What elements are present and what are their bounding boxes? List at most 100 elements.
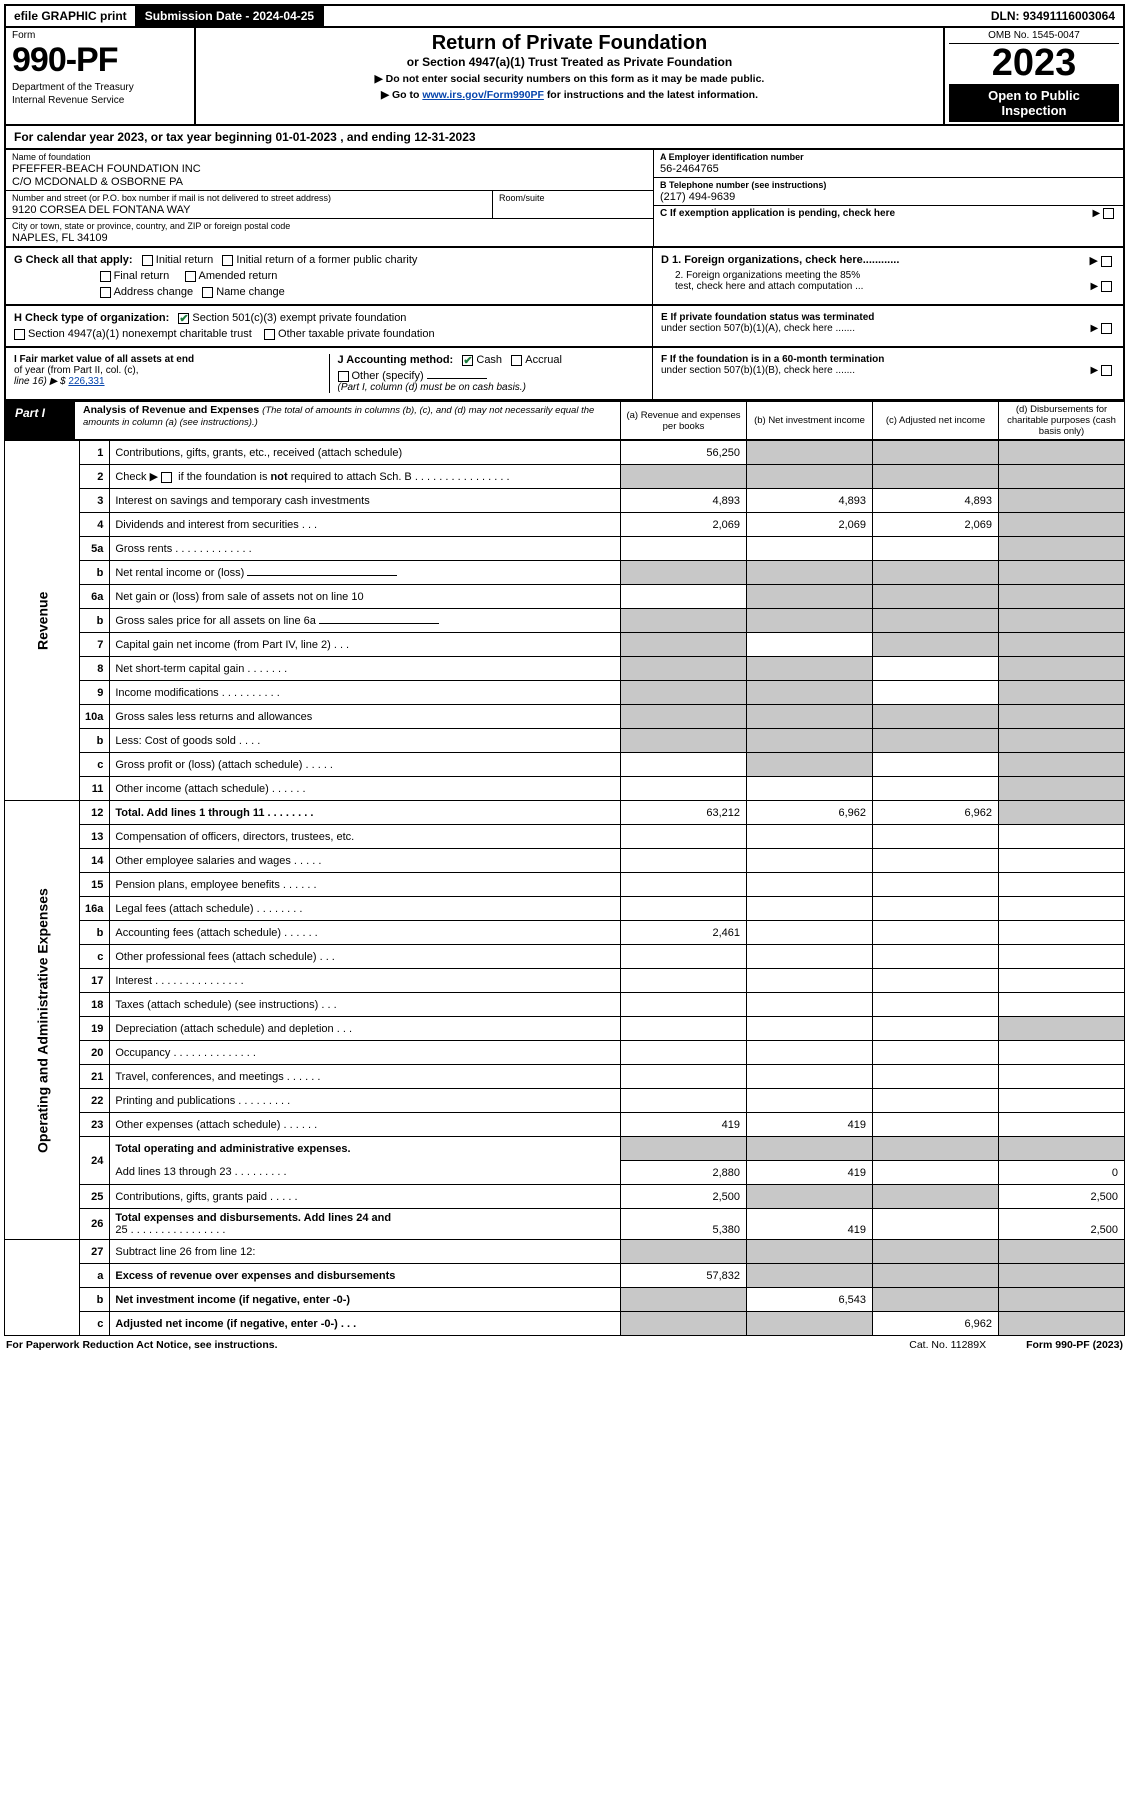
- j-cash-cb[interactable]: [462, 355, 473, 366]
- identity-right: A Employer identification number 56-2464…: [653, 150, 1123, 246]
- instr2-link[interactable]: www.irs.gov/Form990PF: [422, 89, 544, 101]
- l26a: Total expenses and disbursements. Add li…: [115, 1212, 391, 1224]
- h-other-cb[interactable]: [264, 329, 275, 340]
- l19-desc: Depreciation (attach schedule) and deple…: [110, 1017, 621, 1041]
- l6a-desc: Net gain or (loss) from sale of assets n…: [110, 585, 621, 609]
- exemption-checkbox[interactable]: [1103, 208, 1114, 219]
- g-namechg-cb[interactable]: [202, 287, 213, 298]
- l27-c: [873, 1240, 999, 1264]
- address-row: Number and street (or P.O. box number if…: [6, 191, 653, 218]
- header-left: Form 990-PF Department of the Treasury I…: [6, 28, 196, 124]
- l14-c: [873, 849, 999, 873]
- l13-d: [999, 825, 1125, 849]
- l5b-line: [247, 575, 397, 576]
- l2-cb[interactable]: [161, 472, 172, 483]
- room-cell: Room/suite: [493, 191, 653, 218]
- l24-desc-b: Add lines 13 through 23 . . . . . . . . …: [110, 1161, 621, 1185]
- l8-d: [999, 657, 1125, 681]
- cal-end: 12-31-2023: [414, 130, 475, 144]
- g-addrchg-cb[interactable]: [100, 287, 111, 298]
- l13-a: [621, 825, 747, 849]
- l10a-num: 10a: [80, 705, 110, 729]
- calendar-year-row: For calendar year 2023, or tax year begi…: [4, 126, 1125, 150]
- l22-num: 22: [80, 1089, 110, 1113]
- l3-num: 3: [80, 489, 110, 513]
- l12-b: 6,962: [747, 801, 873, 825]
- l5b-text: Net rental income or (loss): [115, 567, 244, 579]
- foundation-name-label: Name of foundation: [12, 152, 647, 162]
- l2-desc: Check ▶ if the foundation is not require…: [110, 465, 621, 489]
- l22-a: [621, 1089, 747, 1113]
- l21-a: [621, 1065, 747, 1089]
- l27-num: 27: [80, 1240, 110, 1264]
- l16a-desc: Legal fees (attach schedule) . . . . . .…: [110, 897, 621, 921]
- i-line1: I Fair market value of all assets at end: [14, 354, 321, 365]
- l13-desc: Compensation of officers, directors, tru…: [110, 825, 621, 849]
- l12-c: 6,962: [873, 801, 999, 825]
- l18-b: [747, 993, 873, 1017]
- l5a-b: [747, 537, 873, 561]
- l18-c: [873, 993, 999, 1017]
- l10c-b: [747, 753, 873, 777]
- h-4947-cb[interactable]: [14, 329, 25, 340]
- l4-num: 4: [80, 513, 110, 537]
- l27c-a: [621, 1312, 747, 1336]
- l26-b: 419: [747, 1209, 873, 1240]
- g-initial-cb[interactable]: [142, 255, 153, 266]
- l10b-desc: Less: Cost of goods sold . . . .: [110, 729, 621, 753]
- h-501c3-cb[interactable]: [178, 313, 189, 324]
- part1-desc: Analysis of Revenue and Expenses (The to…: [75, 402, 620, 439]
- l7-a: [621, 633, 747, 657]
- l11-c: [873, 777, 999, 801]
- l2-not: not: [271, 471, 288, 483]
- part1-table: Revenue 1 Contributions, gifts, grants, …: [4, 440, 1125, 1336]
- l6b-line: [319, 623, 439, 624]
- e1: E If private foundation status was termi…: [661, 312, 874, 323]
- l4-d: [999, 513, 1125, 537]
- l2-d: [999, 465, 1125, 489]
- identity-block: Name of foundation PFEFFER-BEACH FOUNDAT…: [4, 150, 1125, 248]
- l26-d: 2,500: [999, 1209, 1125, 1240]
- open-public: Open to Public Inspection: [949, 84, 1119, 122]
- l16a-a: [621, 897, 747, 921]
- f2: under section 507(b)(1)(B), check here .…: [661, 365, 855, 376]
- l24-desc-a: Total operating and administrative expen…: [110, 1137, 621, 1161]
- l12-d: [999, 801, 1125, 825]
- l6b-num: b: [80, 609, 110, 633]
- l8-a: [621, 657, 747, 681]
- j-other-cb[interactable]: [338, 371, 349, 382]
- l19-d: [999, 1017, 1125, 1041]
- j-accrual-cb[interactable]: [511, 355, 522, 366]
- city-cell: City or town, state or province, country…: [6, 218, 653, 246]
- d1-cb[interactable]: [1101, 256, 1112, 267]
- l5a-d: [999, 537, 1125, 561]
- d2b: test, check here and attach computation …: [675, 281, 863, 292]
- e-cb[interactable]: [1101, 323, 1112, 334]
- j-block: J Accounting method: Cash Accrual Other …: [330, 354, 645, 393]
- l6a-d: [999, 585, 1125, 609]
- l21-num: 21: [80, 1065, 110, 1089]
- l6a-c: [873, 585, 999, 609]
- l27b-num: b: [80, 1288, 110, 1312]
- l25-num: 25: [80, 1185, 110, 1209]
- l21-d: [999, 1065, 1125, 1089]
- f-cb[interactable]: [1101, 365, 1112, 376]
- g-initial-former-cb[interactable]: [222, 255, 233, 266]
- l17-d: [999, 969, 1125, 993]
- ein-value: 56-2464765: [660, 163, 1117, 175]
- i-fmv-value[interactable]: 226,331: [68, 376, 104, 387]
- l23-num: 23: [80, 1113, 110, 1137]
- l3-a: 4,893: [621, 489, 747, 513]
- f-block: F If the foundation is in a 60-month ter…: [653, 348, 1123, 399]
- l6a-b: [747, 585, 873, 609]
- g-final-cb[interactable]: [100, 271, 111, 282]
- header-center: Return of Private Foundation or Section …: [196, 28, 943, 124]
- open-public-1: Open to Public: [951, 88, 1117, 103]
- g-amended-cb[interactable]: [185, 271, 196, 282]
- l27a-c: [873, 1264, 999, 1288]
- l8-num: 8: [80, 657, 110, 681]
- l13-c: [873, 825, 999, 849]
- l10c-a: [621, 753, 747, 777]
- l17-a: [621, 969, 747, 993]
- d2-cb[interactable]: [1101, 281, 1112, 292]
